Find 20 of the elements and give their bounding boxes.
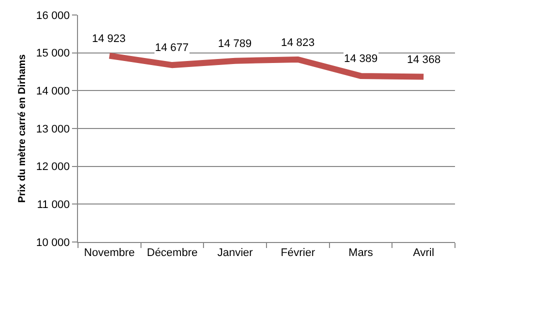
x-tick-label: Mars	[348, 247, 374, 260]
y-axis-title: Prix du mètre carré en Dirhams	[17, 54, 28, 203]
x-tick-label: Avril	[412, 247, 434, 260]
y-tick-label: 16 000	[36, 10, 70, 22]
y-tick-label: 10 000	[36, 236, 70, 249]
y-tick-label: 14 000	[36, 86, 70, 98]
data-label: 14 677	[155, 42, 189, 54]
data-label: 14 823	[281, 37, 315, 49]
y-tick-label: 13 000	[36, 123, 70, 136]
data-label: 14 923	[92, 33, 126, 45]
x-tick-label: Janvier	[217, 247, 254, 260]
y-tick-label: 12 000	[36, 161, 70, 174]
data-label: 14 789	[218, 38, 252, 50]
x-tick-label: Février	[280, 247, 316, 260]
y-tick-label: 11 000	[36, 199, 70, 212]
data-label: 14 389	[344, 53, 378, 65]
x-tick-label: Novembre	[84, 247, 135, 260]
data-label: 14 368	[407, 54, 441, 66]
y-tick-label: 15 000	[36, 48, 70, 60]
x-tick-label: Décembre	[146, 247, 198, 260]
